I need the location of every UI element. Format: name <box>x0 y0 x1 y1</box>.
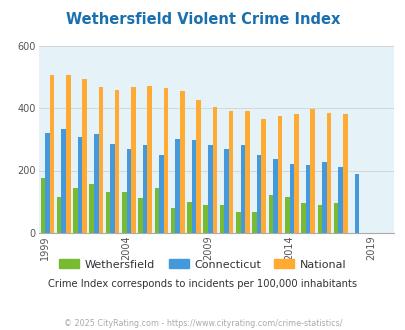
Bar <box>293 114 298 233</box>
Bar <box>94 134 98 233</box>
Bar <box>273 159 277 233</box>
Bar <box>245 112 249 233</box>
Bar <box>147 86 151 233</box>
Bar <box>219 205 224 233</box>
Bar <box>256 155 261 233</box>
Bar <box>240 145 245 233</box>
Bar <box>175 139 179 233</box>
Bar <box>154 187 159 233</box>
Bar <box>203 205 207 233</box>
Bar <box>354 174 358 233</box>
Bar <box>115 90 119 233</box>
Bar <box>171 208 175 233</box>
Bar <box>284 197 289 233</box>
Bar <box>40 178 45 233</box>
Bar <box>261 119 265 233</box>
Bar <box>159 155 163 233</box>
Bar <box>89 184 94 233</box>
Bar <box>45 133 49 233</box>
Bar <box>49 75 54 233</box>
Bar <box>82 79 87 233</box>
Bar <box>61 129 66 233</box>
Bar <box>126 149 131 233</box>
Bar <box>73 187 77 233</box>
Bar <box>212 107 217 233</box>
Bar <box>224 149 228 233</box>
Bar <box>289 164 293 233</box>
Bar <box>321 162 326 233</box>
Bar <box>252 213 256 233</box>
Bar <box>228 112 233 233</box>
Bar <box>57 197 61 233</box>
Bar <box>342 114 347 233</box>
Bar <box>131 86 135 233</box>
Bar <box>77 137 82 233</box>
Text: Wethersfield Violent Crime Index: Wethersfield Violent Crime Index <box>66 12 339 26</box>
Bar <box>317 205 321 233</box>
Bar <box>235 213 240 233</box>
Bar <box>98 86 103 233</box>
Bar <box>66 75 70 233</box>
Bar <box>301 203 305 233</box>
Bar <box>333 203 338 233</box>
Bar <box>207 145 212 233</box>
Bar <box>268 195 273 233</box>
Bar <box>143 145 147 233</box>
Bar <box>179 91 184 233</box>
Bar <box>163 88 168 233</box>
Bar <box>309 109 314 233</box>
Bar <box>138 198 143 233</box>
Bar <box>105 192 110 233</box>
Bar <box>110 144 115 233</box>
Bar <box>326 113 330 233</box>
Bar <box>187 202 191 233</box>
Text: Crime Index corresponds to incidents per 100,000 inhabitants: Crime Index corresponds to incidents per… <box>48 279 357 289</box>
Bar <box>338 167 342 233</box>
Bar <box>277 116 281 233</box>
Legend: Wethersfield, Connecticut, National: Wethersfield, Connecticut, National <box>55 255 350 274</box>
Bar <box>305 165 309 233</box>
Bar <box>122 192 126 233</box>
Bar <box>191 140 196 233</box>
Text: © 2025 CityRating.com - https://www.cityrating.com/crime-statistics/: © 2025 CityRating.com - https://www.city… <box>64 319 341 328</box>
Bar <box>196 100 200 233</box>
